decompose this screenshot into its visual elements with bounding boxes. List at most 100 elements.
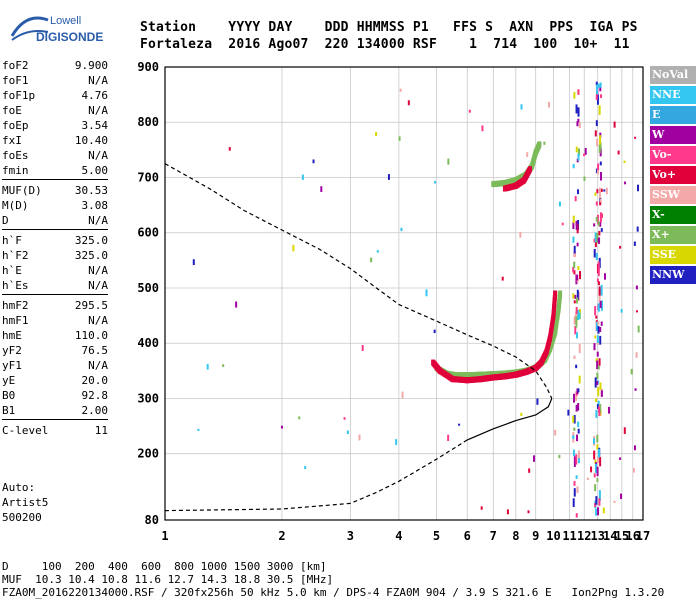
noise-mark (575, 390, 578, 401)
noise-mark (624, 181, 627, 185)
param-row: hmF2 295.5 (2, 298, 108, 313)
noise-mark (599, 135, 602, 145)
noise-mark (607, 406, 610, 414)
x-tick-label: 1 (161, 529, 168, 543)
noise-mark (577, 118, 580, 123)
noise-mark (595, 120, 598, 127)
noise-mark (572, 236, 575, 243)
noise-mark (620, 308, 623, 313)
param-label: foF1p (2, 89, 36, 102)
noise-mark (401, 391, 404, 399)
noise-mark (635, 352, 638, 358)
param-label: foF1 (2, 74, 29, 87)
noise-mark (235, 301, 238, 308)
noise-mark (595, 358, 598, 363)
legend-item: NNE (650, 86, 696, 104)
noise-mark (399, 88, 402, 92)
plot-frame (164, 66, 644, 521)
param-label: M(D) (2, 199, 29, 212)
param-label: yE (2, 374, 16, 387)
noise-mark (577, 421, 580, 428)
noise-mark (572, 415, 575, 423)
param-row: foE N/A (2, 103, 108, 118)
echo-point (553, 290, 558, 297)
x-tick-label: 3 (347, 529, 354, 543)
param-label: D (2, 214, 9, 227)
param-value: N/A (88, 359, 108, 372)
noise-mark (596, 466, 599, 477)
auto-code: 500200 (2, 511, 42, 524)
noise-mark (358, 434, 361, 441)
noise-mark (573, 355, 576, 360)
auto-program: Artist5 (2, 496, 49, 509)
param-row: D N/A (2, 213, 108, 228)
noise-mark (599, 300, 602, 309)
noise-mark (573, 270, 576, 275)
param-row: B1 2.00 (2, 403, 108, 418)
profile-curve-dashed (164, 163, 553, 512)
param-value: N/A (88, 74, 108, 87)
noise-mark (594, 335, 597, 339)
noise-mark (573, 393, 576, 403)
noise-mark (561, 222, 564, 226)
noise-mark (573, 261, 576, 269)
noise-mark (597, 281, 600, 286)
noise-mark (598, 448, 601, 458)
param-row: M(D) 3.08 (2, 198, 108, 213)
x-tick-label: 6 (464, 529, 471, 543)
noise-mark (576, 274, 579, 281)
noise-mark (593, 238, 596, 243)
noise-mark (598, 358, 601, 366)
y-tick-label: 800 (137, 115, 159, 129)
noise-mark (407, 100, 410, 106)
noise-mark (579, 271, 582, 280)
param-value: 325.0 (74, 249, 108, 262)
noise-mark (637, 184, 640, 192)
noise-mark (600, 390, 603, 397)
noise-mark (573, 253, 576, 258)
noise-mark (572, 435, 575, 439)
y-tick-label: 600 (137, 226, 159, 240)
echo-point (527, 166, 532, 173)
param-row: yF2 76.5 (2, 343, 108, 358)
noise-mark (595, 508, 598, 516)
profile-curve (467, 398, 553, 441)
footer-distance-row: D 100 200 400 600 800 1000 1500 3000 [km… (2, 560, 327, 573)
noise-mark (593, 473, 596, 478)
noise-mark (573, 427, 576, 431)
param-row: hmE 110.0 (2, 328, 108, 343)
param-label: h`Es (2, 279, 29, 292)
noise-mark (592, 438, 595, 444)
noise-mark (575, 104, 578, 114)
autoscaling-info: Auto: Artist5 500200 (2, 480, 48, 525)
legend-item: NNW (650, 266, 696, 284)
noise-mark (577, 403, 580, 411)
param-label: fmin (2, 164, 29, 177)
param-label: hmE (2, 329, 22, 342)
param-value: N/A (88, 264, 108, 277)
noise-mark (613, 121, 616, 128)
noise-mark (596, 94, 599, 105)
noise-mark (222, 364, 225, 367)
param-row: foEp 3.54 (2, 118, 108, 133)
noise-mark (572, 449, 575, 457)
noise-mark (575, 146, 578, 153)
legend-item: X- (650, 206, 696, 224)
noise-mark (298, 416, 301, 420)
param-row: MUF(D) 30.53 (2, 183, 108, 198)
param-row: fmin 5.00 (2, 163, 108, 178)
param-row: hmF1 N/A (2, 313, 108, 328)
noise-mark (346, 430, 349, 435)
legend-item: Vo- (650, 146, 696, 164)
param-row: fxI 10.40 (2, 133, 108, 148)
noise-mark (597, 400, 600, 405)
legend-item: W (650, 126, 696, 144)
noise-mark (595, 94, 598, 100)
y-tick-label: 500 (137, 281, 159, 295)
noise-mark (598, 105, 601, 115)
noise-mark (597, 221, 600, 226)
noise-mark (598, 498, 601, 506)
noise-mark (596, 335, 599, 343)
param-label: MUF(D) (2, 184, 42, 197)
